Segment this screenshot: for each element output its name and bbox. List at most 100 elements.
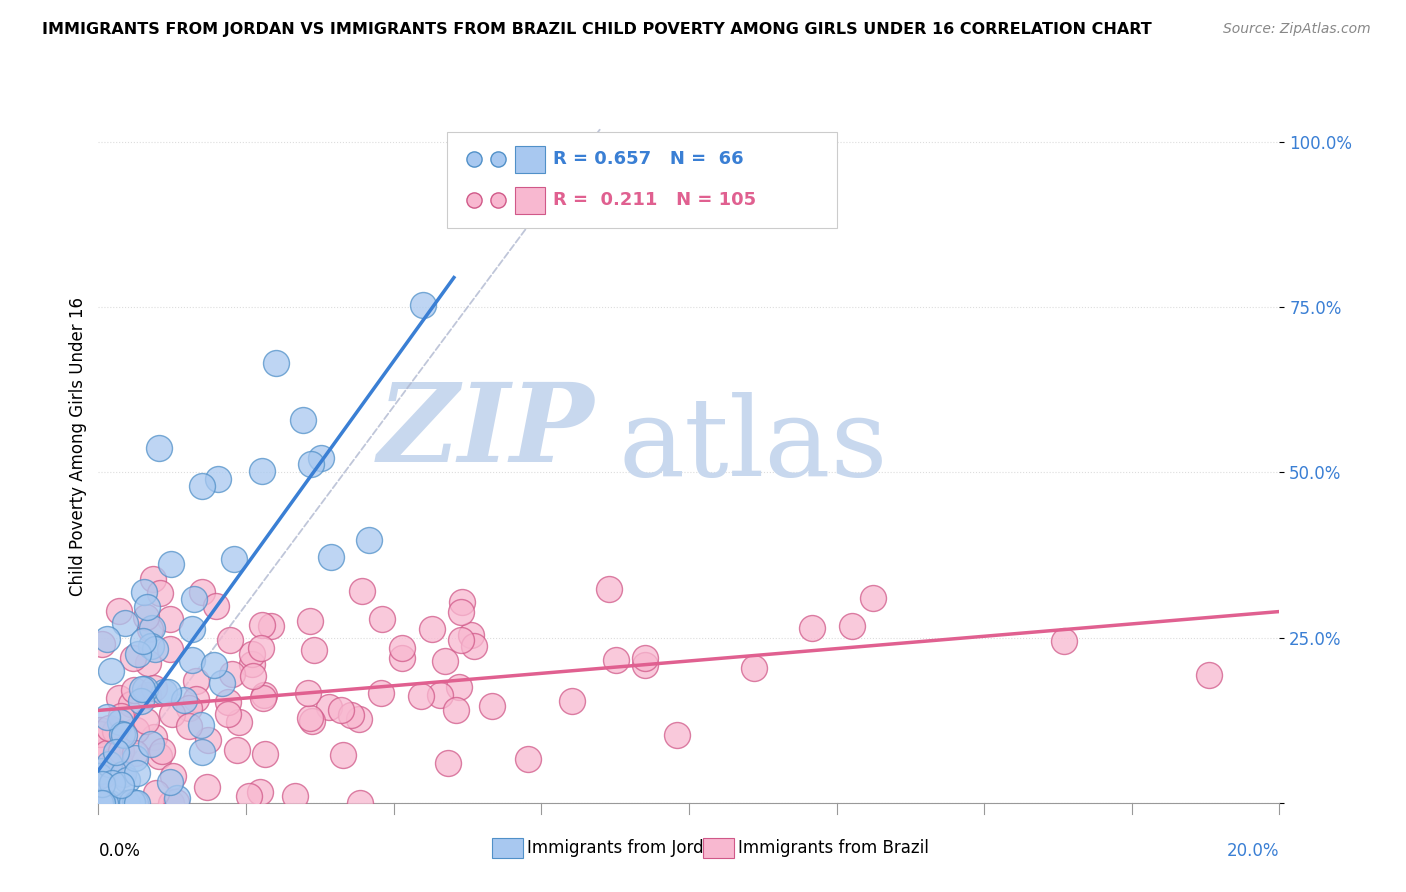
Point xyxy=(284,789,307,803)
Point xyxy=(87,769,110,783)
Text: Immigrants from Jordan: Immigrants from Jordan xyxy=(527,839,724,857)
Point xyxy=(191,745,214,759)
Point xyxy=(96,746,118,760)
Point xyxy=(250,464,273,478)
Point xyxy=(89,723,111,737)
Point xyxy=(516,751,538,765)
Point xyxy=(800,621,823,635)
Point xyxy=(149,585,172,599)
Point xyxy=(332,747,354,762)
Point xyxy=(391,640,413,655)
Point xyxy=(238,789,260,804)
Point xyxy=(357,533,380,548)
Point xyxy=(411,689,433,703)
Point xyxy=(125,723,148,738)
Point xyxy=(160,557,183,571)
Point xyxy=(434,654,457,668)
Point xyxy=(429,689,451,703)
Point xyxy=(112,727,135,741)
Point xyxy=(160,796,183,810)
Point xyxy=(634,658,657,673)
Point xyxy=(191,479,214,493)
Point xyxy=(136,688,159,702)
Point xyxy=(318,699,340,714)
Point xyxy=(108,753,131,767)
Point xyxy=(97,757,120,772)
Point xyxy=(211,676,233,690)
Point xyxy=(841,619,863,633)
Point xyxy=(240,657,263,671)
Point xyxy=(340,708,363,723)
Point xyxy=(124,796,146,810)
Point xyxy=(180,622,202,636)
Point xyxy=(114,615,136,630)
Point xyxy=(136,657,159,671)
Point xyxy=(121,651,143,665)
Text: Immigrants from Brazil: Immigrants from Brazil xyxy=(738,839,929,857)
Point xyxy=(134,610,156,624)
Point xyxy=(202,657,225,672)
Point xyxy=(89,796,111,810)
Point xyxy=(666,728,689,742)
Point xyxy=(197,732,219,747)
Point xyxy=(186,673,208,688)
Point xyxy=(218,633,240,648)
Text: 20.0%: 20.0% xyxy=(1227,842,1279,860)
Point xyxy=(89,796,111,810)
Point xyxy=(139,737,162,751)
Point xyxy=(177,701,200,715)
Point xyxy=(108,715,131,730)
Point xyxy=(742,661,765,675)
Point xyxy=(148,749,170,764)
Point xyxy=(156,685,179,699)
Point xyxy=(321,549,343,564)
Point xyxy=(110,708,132,723)
Point xyxy=(460,628,482,642)
Point xyxy=(110,779,132,793)
Point xyxy=(132,634,155,648)
Point xyxy=(125,796,148,810)
Point xyxy=(97,721,120,735)
Point xyxy=(94,767,117,781)
Point xyxy=(350,583,373,598)
Text: R =  0.211   N = 105: R = 0.211 N = 105 xyxy=(553,191,756,209)
Point xyxy=(110,744,132,758)
Point xyxy=(371,612,394,626)
Point xyxy=(228,714,250,729)
Point xyxy=(862,591,884,606)
Point xyxy=(349,796,371,810)
Point xyxy=(266,356,288,370)
Point xyxy=(1198,668,1220,682)
Point xyxy=(124,751,146,765)
Point xyxy=(217,707,239,722)
Point xyxy=(97,796,120,810)
Point xyxy=(391,650,413,665)
Point xyxy=(162,769,184,783)
Point xyxy=(299,457,322,471)
Point xyxy=(221,667,243,681)
FancyBboxPatch shape xyxy=(447,132,837,228)
Point xyxy=(449,680,471,694)
Point xyxy=(166,790,188,805)
Point xyxy=(240,647,263,661)
Point xyxy=(120,697,142,711)
Point xyxy=(249,784,271,798)
Point xyxy=(605,653,627,667)
Point xyxy=(254,747,277,762)
Point xyxy=(197,780,219,795)
Point xyxy=(304,643,326,657)
Point xyxy=(634,651,657,665)
Point xyxy=(139,622,162,636)
Point xyxy=(127,647,149,661)
Point xyxy=(561,694,583,708)
Point xyxy=(242,668,264,682)
Y-axis label: Child Poverty Among Girls Under 16: Child Poverty Among Girls Under 16 xyxy=(69,296,87,596)
Point xyxy=(420,623,443,637)
Point xyxy=(89,727,111,741)
Point xyxy=(89,796,111,810)
Point xyxy=(134,681,156,696)
Point xyxy=(135,714,157,728)
Point xyxy=(90,796,112,810)
Point xyxy=(159,774,181,789)
Point xyxy=(104,723,127,738)
